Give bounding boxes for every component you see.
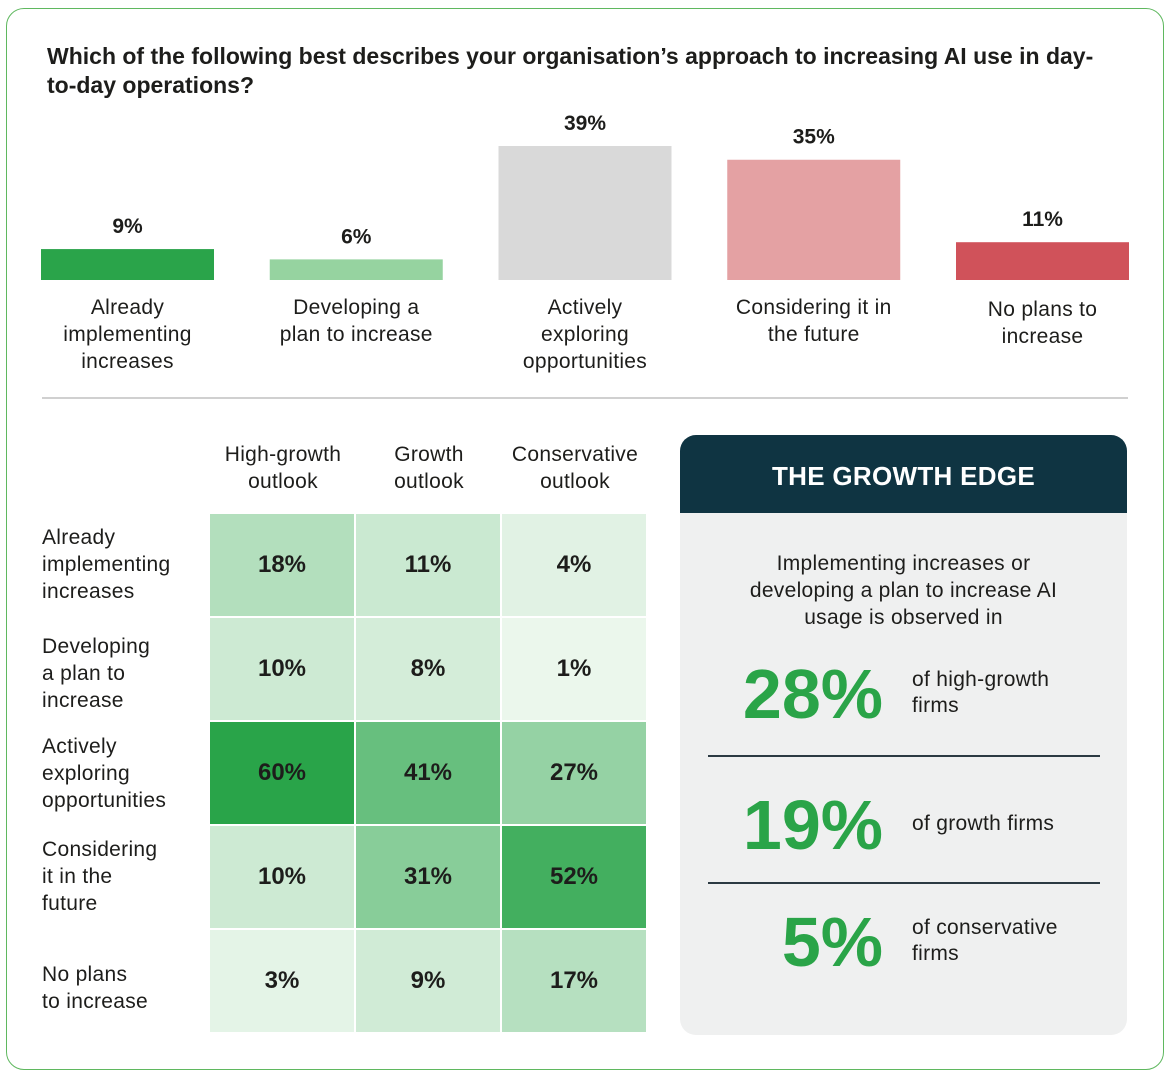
heatmap-cell: 60% — [210, 722, 356, 826]
bar-4 — [727, 159, 901, 280]
stat-conservative-value: 5% — [781, 903, 883, 981]
row-label-line: Developing — [42, 635, 151, 658]
bar-3 — [498, 146, 672, 280]
intro-line: usage is observed in — [804, 606, 1003, 629]
heatmap-column-header: Conservative outlook — [502, 441, 648, 495]
stat-label-line: of conservative — [912, 916, 1058, 939]
bar-2 — [269, 259, 443, 280]
row-label-line: to increase — [42, 990, 149, 1013]
heatmap-cell: 31% — [356, 826, 502, 930]
section-divider — [42, 397, 1128, 399]
column-header-line: outlook — [394, 470, 464, 493]
stat-growth-label: of growth firms — [912, 811, 1102, 837]
bar-category-line: Already — [90, 296, 165, 319]
row-label-line: Already — [42, 526, 116, 549]
column-header-line: Growth — [394, 443, 464, 466]
row-label-line: a plan to — [42, 662, 126, 685]
heatmap-row-label: Developing a plan to increase — [42, 633, 207, 714]
stat-divider — [708, 755, 1100, 757]
heatmap-cell: 1% — [502, 618, 648, 722]
question-title: Which of the following best describes yo… — [47, 43, 1094, 98]
bar-value-label: 9% — [112, 215, 143, 238]
row-label-line: increases — [42, 580, 135, 603]
bar-chart: 9% 6% 39% 35% 11% — [41, 112, 1129, 280]
bar-category-label: Developing a plan to increase — [256, 294, 456, 348]
bar-value-label: 39% — [564, 112, 606, 135]
bar-category-line: Actively — [547, 296, 623, 319]
column-header-line: outlook — [248, 470, 318, 493]
bar-category-line: increase — [1001, 325, 1084, 348]
row-label-line: implementing — [42, 553, 171, 576]
heatmap-column-header: High-growth outlook — [210, 441, 356, 495]
growth-edge-panel: THE GROWTH EDGE Implementing increases o… — [680, 435, 1127, 1035]
column-header-line: outlook — [540, 470, 610, 493]
stat-label-line: firms — [912, 942, 959, 965]
heatmap-cell: 9% — [356, 930, 502, 1034]
growth-edge-intro: Implementing increases or developing a p… — [710, 550, 1097, 631]
bar-value-label: 6% — [341, 225, 372, 248]
bar-1 — [41, 249, 214, 280]
stat-divider — [708, 882, 1100, 884]
row-label-line: increase — [42, 689, 124, 712]
bar-category-line: plan to increase — [279, 323, 433, 346]
bar-5 — [956, 242, 1129, 280]
bar-category-line: Developing a — [293, 296, 420, 319]
heatmap-row-label: No plans to increase — [42, 961, 207, 1015]
bar-value-label: 11% — [1022, 208, 1063, 231]
growth-edge-title: THE GROWTH EDGE — [680, 435, 1127, 513]
heatmap-cell: 4% — [502, 514, 648, 618]
stat-label-line: of growth firms — [912, 812, 1055, 835]
heatmap-cell: 3% — [210, 930, 356, 1034]
bar-category-label: Considering it in the future — [714, 294, 914, 348]
intro-line: developing a plan to increase AI — [749, 579, 1058, 602]
bar-category-line: increases — [81, 350, 174, 373]
stat-growth-value: 19% — [742, 786, 883, 864]
intro-line: Implementing increases or — [776, 552, 1031, 575]
row-label-line: No plans — [42, 963, 128, 986]
bar-category-line: Considering it in — [735, 296, 892, 319]
row-label-line: future — [42, 892, 98, 915]
heatmap-row-label: Actively exploring opportunities — [42, 733, 207, 814]
bar-category-line: the future — [767, 323, 860, 346]
heatmap-cell: 52% — [502, 826, 648, 930]
bar-category-label: Already implementing increases — [28, 294, 228, 375]
bar-category-line: opportunities — [522, 350, 648, 373]
heatmap-cell: 10% — [210, 826, 356, 930]
heatmap-cell: 41% — [356, 722, 502, 826]
row-label-line: opportunities — [42, 789, 167, 812]
stat-conservative-label: of conservative firms — [912, 915, 1102, 967]
heatmap-cell: 27% — [502, 722, 648, 826]
heatmap-row-label: Already implementing increases — [42, 524, 207, 605]
column-header-line: High-growth — [224, 443, 342, 466]
heatmap-cell: 17% — [502, 930, 648, 1034]
stat-label-line: of high-growth — [912, 668, 1050, 691]
heatmap-row-label: Considering it in the future — [42, 836, 207, 917]
bar-category-label: No plans to increase — [943, 296, 1143, 350]
stat-high-growth-label: of high-growth firms — [912, 667, 1102, 719]
row-label-line: exploring — [42, 762, 130, 785]
stat-high-growth-value: 28% — [742, 655, 883, 733]
bar-category-line: No plans to — [987, 298, 1098, 321]
heatmap-cell: 10% — [210, 618, 356, 722]
heatmap-cell: 18% — [210, 514, 356, 618]
row-label-line: Considering — [42, 838, 158, 861]
bar-category-line: implementing — [63, 323, 192, 346]
infographic-frame — [6, 8, 1164, 1070]
heatmap-cell: 8% — [356, 618, 502, 722]
heatmap-column-header: Growth outlook — [356, 441, 502, 495]
row-label-line: Actively — [42, 735, 117, 758]
heatmap-cell: 11% — [356, 514, 502, 618]
bar-category-label: Actively exploring opportunities — [485, 294, 685, 375]
bar-category-line: exploring — [541, 323, 629, 346]
row-label-line: it in the — [42, 865, 113, 888]
column-header-line: Conservative — [511, 443, 639, 466]
stat-label-line: firms — [912, 694, 959, 717]
bar-value-label: 35% — [793, 126, 835, 149]
